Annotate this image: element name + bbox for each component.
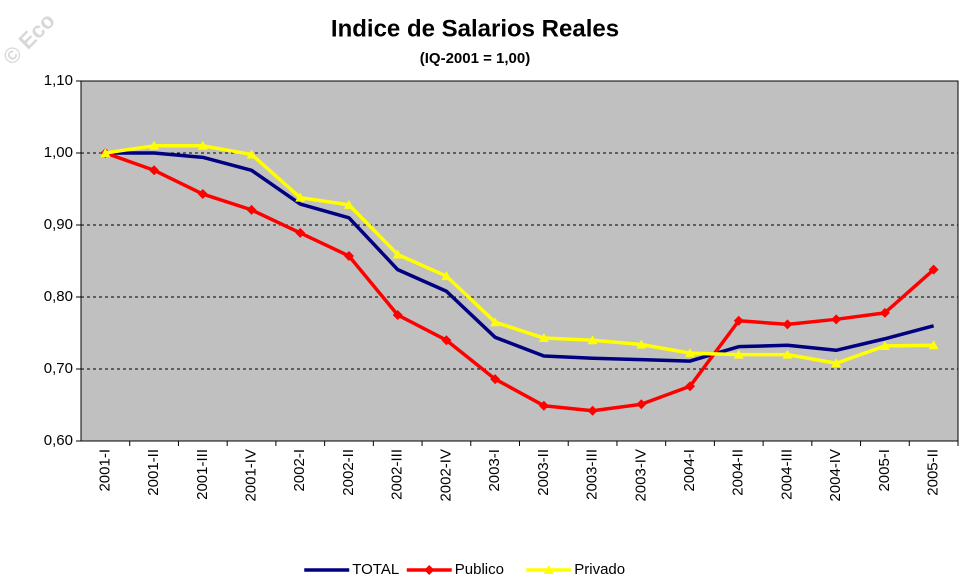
chart-subtitle: (IQ-2001 = 1,00) (420, 50, 530, 67)
data-point (295, 227, 306, 238)
x-tick-label: 2002-IV (437, 449, 454, 502)
x-tick-label: 2001-I (96, 449, 113, 492)
data-point (149, 165, 160, 176)
x-tick-label: 2001-III (194, 449, 211, 500)
x-tick-label: 2004-I (681, 449, 698, 492)
x-tick-label: 2002-III (389, 449, 406, 500)
legend-label: TOTAL (352, 561, 399, 577)
data-point (928, 264, 939, 275)
data-point (538, 333, 549, 343)
data-point (733, 315, 744, 326)
x-tick-label: 2005-I (876, 449, 893, 492)
y-tick-label: 0,90 (44, 216, 73, 233)
y-tick-label: 1,00 (44, 144, 73, 161)
data-point (636, 399, 647, 410)
data-point (343, 199, 354, 209)
x-tick-label: 2003-II (535, 449, 552, 496)
data-point (831, 314, 842, 325)
data-point (343, 250, 354, 261)
data-point (149, 140, 160, 150)
data-point (392, 310, 403, 320)
x-tick-label: 2003-IV (632, 449, 649, 502)
data-point (831, 358, 842, 368)
data-point (685, 381, 696, 392)
data-point (587, 335, 598, 345)
data-point (782, 349, 793, 359)
legend-marker (424, 565, 435, 575)
x-tick-label: 2002-II (340, 449, 357, 496)
y-tick-label: 0,80 (44, 288, 73, 305)
data-point (879, 307, 890, 318)
watermark: © Eco (0, 8, 60, 70)
x-tick-label: 2001-IV (242, 449, 259, 502)
x-tick-label: 2004-IV (827, 449, 844, 502)
data-point (587, 405, 598, 416)
legend-label: Publico (455, 561, 504, 577)
x-tick-label: 2001-II (145, 449, 162, 496)
data-point (685, 348, 696, 358)
data-point (490, 374, 501, 385)
data-point (246, 149, 257, 159)
series-line (105, 144, 934, 365)
series-line (105, 151, 935, 363)
data-point (928, 340, 939, 350)
legend-marker (543, 565, 554, 574)
data-point (636, 339, 647, 349)
x-tick-label: 2004-III (778, 449, 795, 500)
data-point (441, 335, 452, 346)
data-point (392, 249, 403, 259)
data-point (782, 319, 793, 330)
data-point (197, 140, 208, 150)
x-tick-label: 2004-II (730, 449, 747, 496)
data-point (538, 400, 549, 411)
data-point (100, 148, 111, 157)
data-point (197, 189, 208, 200)
data-point (295, 192, 306, 202)
chart-title: Indice de Salarios Reales (331, 15, 619, 42)
x-tick-label: 2003-I (486, 449, 503, 492)
data-point (246, 204, 257, 215)
x-tick-label: 2005-II (925, 449, 942, 496)
y-tick-label: 0,70 (44, 360, 73, 377)
x-tick-label: 2003-III (584, 449, 601, 500)
y-tick-label: 1,10 (44, 72, 73, 89)
x-tick-label: 2002-I (291, 449, 308, 492)
plot-area (81, 81, 958, 441)
data-point (879, 340, 890, 350)
series-line (104, 151, 935, 413)
legend-label: Privado (574, 561, 625, 577)
data-point (733, 349, 744, 359)
y-tick-label: 0,60 (44, 432, 73, 449)
data-point (490, 317, 501, 327)
data-point (441, 271, 452, 281)
